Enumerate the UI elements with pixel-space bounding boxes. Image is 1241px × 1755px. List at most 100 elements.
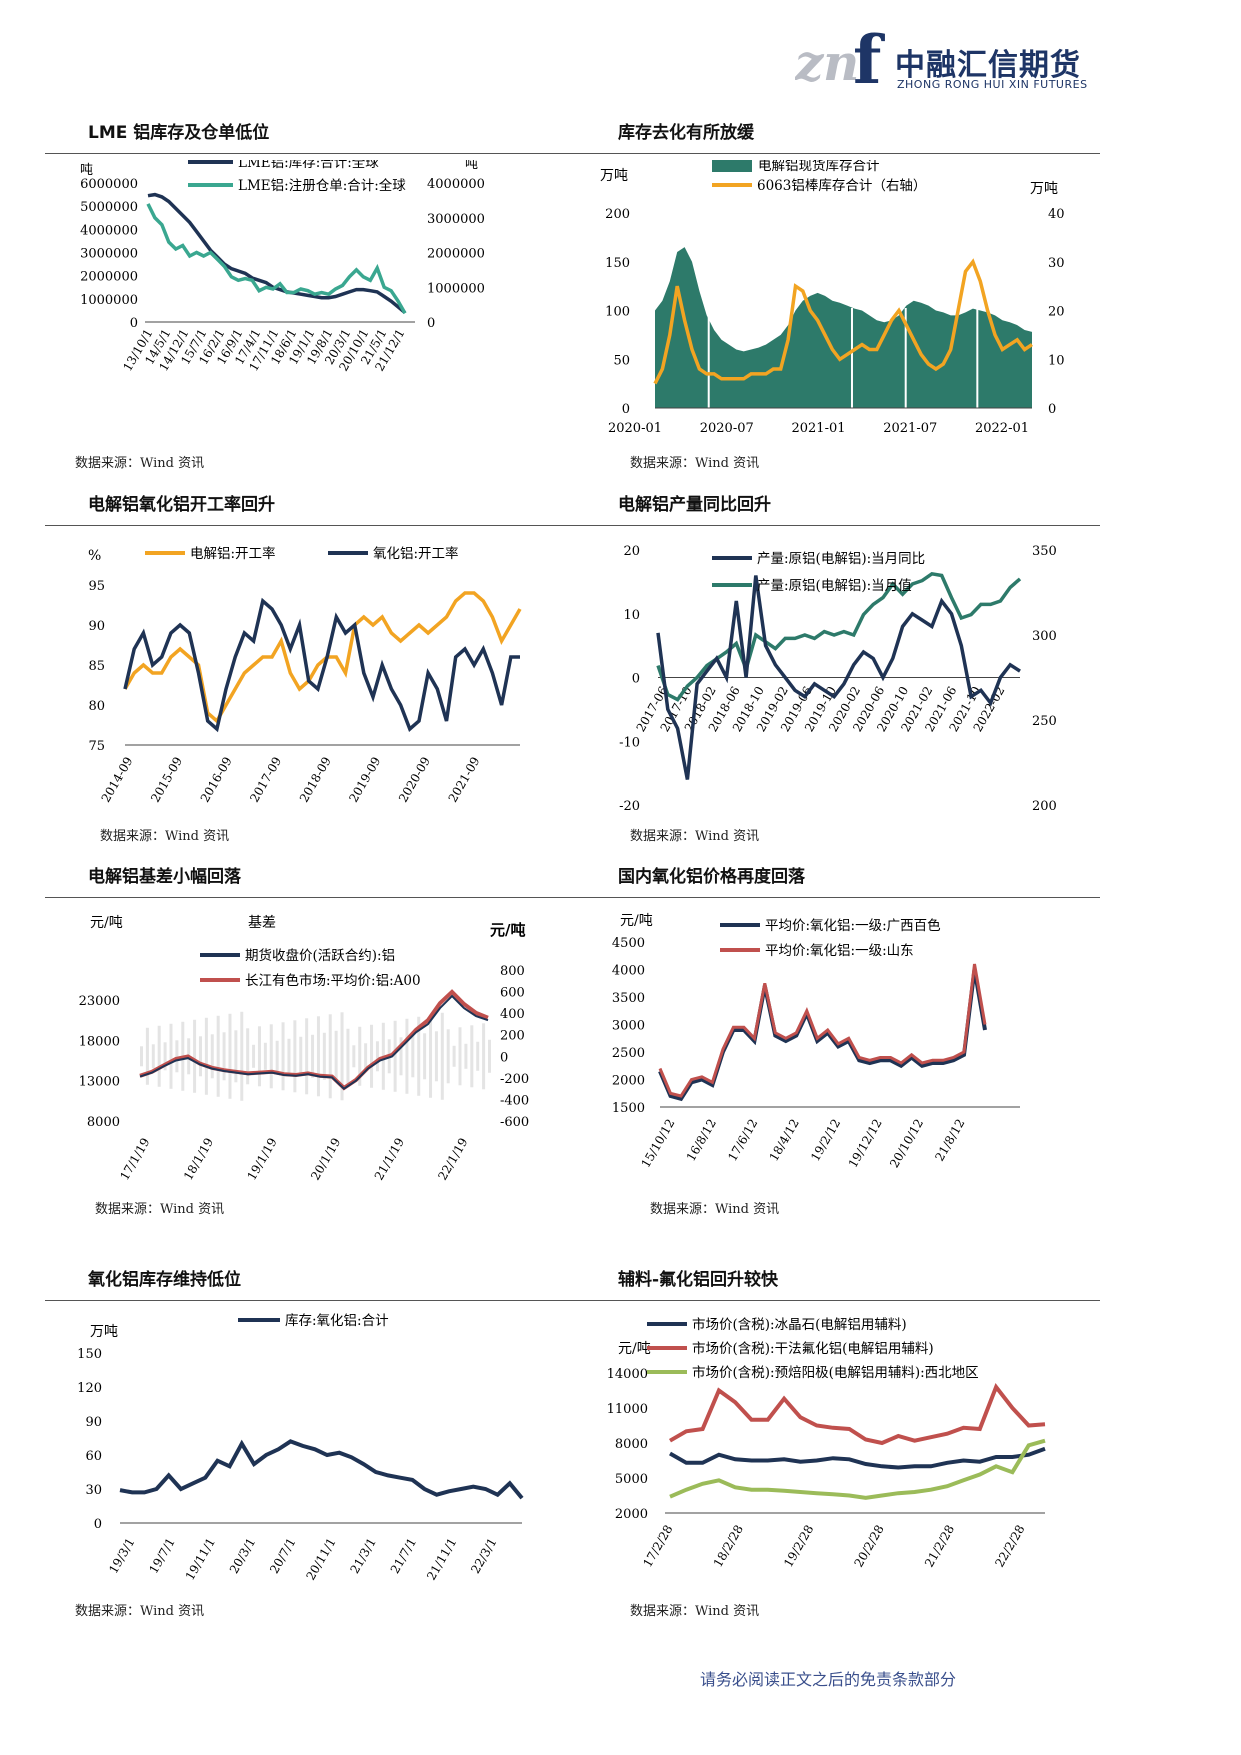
y-tick-label: 0 (500, 1050, 508, 1065)
y-tick-label: 13000 (79, 1075, 120, 1090)
series-line-anode (669, 1438, 1046, 1500)
series-line-shandong (658, 963, 987, 1098)
panel-title-operating-rate: 电解铝氧化铝开工率回升 (88, 495, 275, 515)
basis-bar (269, 1024, 273, 1089)
y-tick-label: 8000 (87, 1115, 120, 1130)
basis-bar (476, 1041, 480, 1071)
y-tick-label: 30 (85, 1483, 102, 1498)
basis-bar (316, 1016, 320, 1097)
x-tick-label: 16/8/12 (684, 1117, 719, 1164)
y-tick-label: 2000 (615, 1507, 648, 1522)
basis-bar (151, 1044, 155, 1069)
y-tick-label: 120 (77, 1381, 102, 1396)
x-tick-label: 2016-09 (198, 755, 235, 805)
basis-bar (488, 1039, 491, 1073)
basis-bar (328, 1014, 332, 1099)
y-tick-label: -600 (500, 1115, 529, 1130)
y-tick-label: 90 (85, 1415, 102, 1430)
legend-label: LME铝:库存:合计:全球 (238, 160, 379, 171)
source-note: 数据来源：Wind 资讯 (630, 456, 760, 471)
x-tick-label: 19/12/12 (846, 1117, 885, 1171)
source-note: 数据来源：Wind 资讯 (75, 456, 205, 471)
svg-text:z: z (795, 33, 825, 92)
chart-basis: 元/吨 元/吨 基差 23000 18000 13000 8000 800 600 400 200 0… (79, 914, 530, 1183)
x-tick-label: 21/2/28 (922, 1523, 957, 1570)
y-tick-label: 20 (623, 544, 640, 559)
basis-bar (399, 1037, 403, 1076)
x-tick-label: 2021-01 (791, 421, 845, 436)
y-tick-label: 4000000 (80, 223, 138, 238)
y-tick-label: 0 (632, 672, 640, 687)
chart-output: 20100-10-203503002502002017-062017-10201… (619, 544, 1057, 814)
source-note: 数据来源：Wind 资讯 (650, 1202, 780, 1217)
legend-label: 市场价(含税):预焙阳极(电解铝用辅料):西北地区 (692, 1364, 979, 1381)
x-tick-label: 22/1/19 (435, 1136, 470, 1183)
basis-bar (423, 1033, 427, 1080)
basis-bar (157, 1025, 161, 1087)
y-tick-label: 100 (605, 305, 630, 320)
x-tick-label: 18/4/12 (767, 1117, 802, 1164)
x-tick-label: 15/10/12 (639, 1117, 678, 1171)
y-tick-label: 2000000 (80, 270, 138, 285)
chart-alumina-stock: 万吨 150 120 90 60 30 0 19/3/1 19/7/1 19/11/1 20/3/1… (77, 1313, 524, 1583)
y-tick-label: 90 (88, 619, 105, 634)
basis-bar (340, 1012, 344, 1101)
logo-english-name: ZHONG RONG HUI XIN FUTURES (897, 78, 1088, 91)
divider-4 (45, 1300, 1100, 1301)
y-tick-label: 0 (427, 316, 435, 331)
y-tick-label: 23000 (79, 994, 120, 1009)
x-tick-label: 2014-09 (99, 755, 136, 805)
logo-chinese-name: 中融汇信期货 (895, 48, 1081, 83)
y-axis-unit: 元/吨 (618, 1341, 651, 1357)
basis-bar (334, 1030, 338, 1082)
y-tick-label: 5000000 (80, 200, 138, 215)
y-tick-label: 200 (1032, 799, 1057, 814)
basis-bar (275, 1040, 279, 1072)
basis-bar (417, 1016, 421, 1096)
basis-bar (358, 1026, 362, 1086)
legend-label: 产量:原铝(电解铝):当月同比 (757, 551, 925, 567)
legend-label: 氧化铝:开工率 (373, 545, 459, 562)
y-axis-unit-right: 元/吨 (490, 921, 525, 939)
y-tick-label: 200 (605, 207, 630, 222)
y-tick-label: 95 (88, 579, 105, 594)
y-tick-label: 0 (94, 1517, 102, 1532)
basis-bar (263, 1042, 267, 1070)
basis-bar (370, 1024, 374, 1088)
y-tick-label: 1000000 (427, 281, 485, 296)
legend-label: 期货收盘价(活跃合约):铝 (245, 947, 395, 964)
disclaimer-footer: 请务必阅读正文之后的免责条款部分 (700, 1670, 957, 1689)
basis-bar (470, 1025, 474, 1088)
y-tick-label: 40 (1048, 207, 1065, 222)
panel-title-inventory: 库存去化有所放缓 (618, 123, 754, 143)
x-tick-label: 19/7/1 (146, 1536, 177, 1576)
source-note: 数据来源：Wind 资讯 (630, 1604, 760, 1619)
y-tick-label: 6000000 (80, 177, 138, 192)
y-tick-label: -10 (619, 735, 640, 750)
legend-label: 产量:原铝(电解铝):当月值 (757, 578, 912, 594)
x-tick-label: 19/2/12 (808, 1117, 843, 1164)
y-tick-label: 0 (622, 402, 630, 417)
basis-bar (145, 1027, 149, 1085)
y-tick-label: 1000000 (80, 293, 138, 308)
y-tick-label: 3000000 (427, 212, 485, 227)
basis-bar (216, 1015, 220, 1097)
y-tick-label: 30 (1048, 256, 1065, 271)
y-tick-label: -20 (619, 799, 640, 814)
x-tick-label: 2020-09 (396, 755, 433, 805)
y-tick-label: 75 (88, 739, 105, 754)
legend-label: 市场价(含税):干法氟化铝(电解铝用辅料) (692, 1340, 934, 1357)
divider-3 (45, 897, 1100, 898)
y-tick-label: 4000 (612, 964, 645, 979)
legend-label: 平均价:氧化铝:一级:山东 (765, 943, 914, 959)
y-tick-label: 0 (130, 316, 138, 331)
y-tick-label: 300 (1032, 629, 1057, 644)
source-note: 数据来源：Wind 资讯 (95, 1202, 225, 1217)
chart-lme-stock: 吨吨60000005000000400000030000002000000100… (80, 160, 485, 374)
source-note: 数据来源：Wind 资讯 (630, 829, 760, 844)
x-tick-label: 22/3/1 (468, 1536, 499, 1576)
y-tick-label: 150 (605, 256, 630, 271)
panel-title-basis: 电解铝基差小幅回落 (88, 867, 241, 887)
y-tick-label: 2000 (612, 1074, 645, 1089)
